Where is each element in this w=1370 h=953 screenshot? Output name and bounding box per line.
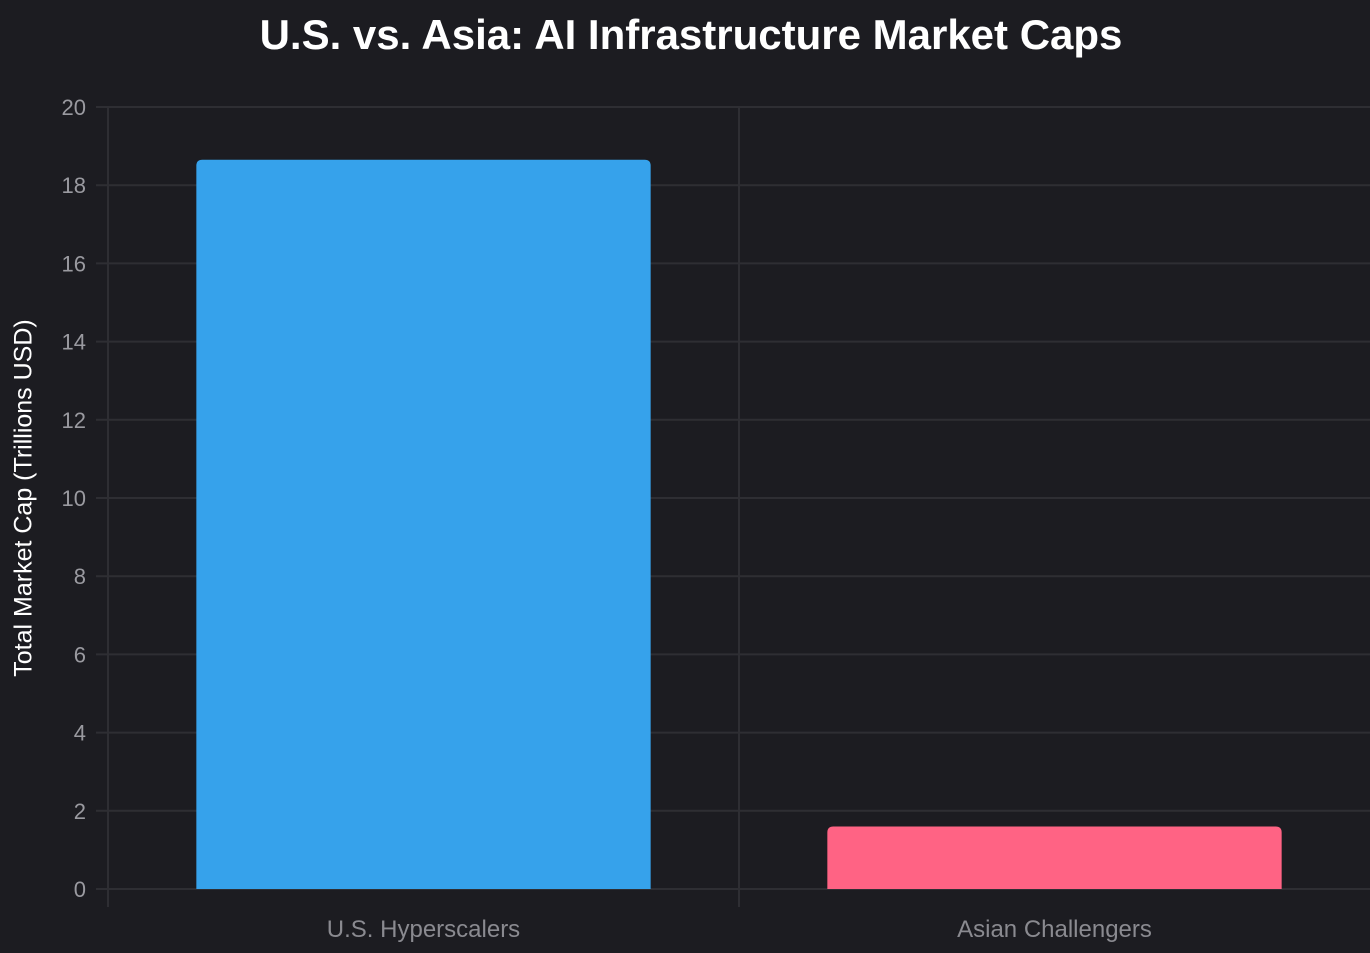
y-tick-label: 4 [74, 721, 86, 746]
x-axis-ticks: U.S. Hyperscalers Asian Challengers [327, 916, 1152, 943]
bars [196, 159, 1282, 889]
y-tick-label: 2 [74, 799, 86, 824]
x-tick-label: Asian Challengers [957, 916, 1152, 943]
y-tick-label: 8 [74, 564, 86, 589]
y-tick-label: 6 [74, 642, 86, 667]
y-tick-label: 12 [62, 408, 86, 433]
chart-title: U.S. vs. Asia: AI Infrastructure Market … [259, 11, 1123, 58]
y-tick-label: 14 [62, 330, 86, 355]
y-tick-label: 16 [62, 251, 86, 276]
y-tick-label: 18 [62, 173, 86, 198]
x-tick-label: U.S. Hyperscalers [327, 916, 520, 943]
y-tick-label: 10 [62, 486, 86, 511]
bar-u-s-hyperscalers[interactable] [196, 159, 651, 889]
y-tick-label: 0 [74, 877, 86, 902]
y-tick-label: 20 [62, 95, 86, 120]
bar-asian-challengers[interactable] [827, 826, 1282, 889]
y-axis-ticks: 0 2 4 6 8 10 12 14 16 18 20 [62, 95, 86, 902]
